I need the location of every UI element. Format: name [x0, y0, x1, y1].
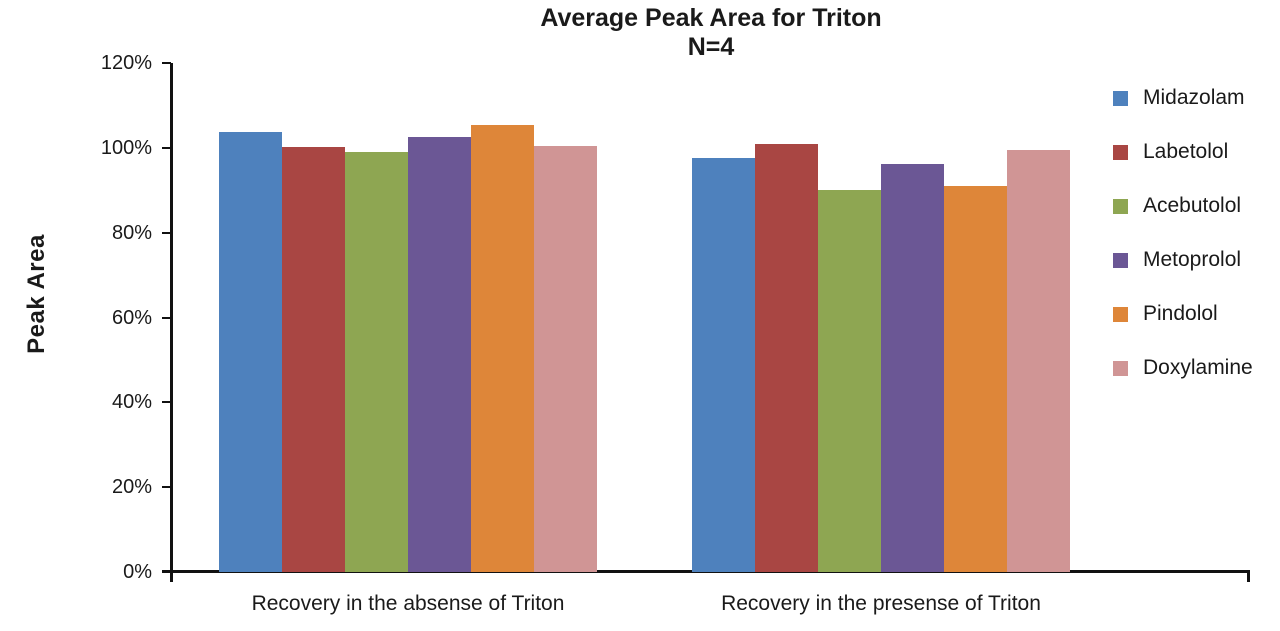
y-tick-mark [162, 231, 171, 234]
y-tick-label: 60% [111, 306, 152, 329]
legend-swatch-icon [1113, 252, 1128, 268]
legend-item-labetolol: Labetolol [1113, 140, 1228, 164]
bar-labetolol-group2 [755, 144, 818, 572]
legend-label: Labetolol [1143, 140, 1229, 163]
bar-labetolol-group1 [282, 146, 345, 572]
bar-acebutolol-group2 [818, 189, 881, 572]
x-axis-end-tick [1247, 570, 1250, 582]
bar-midazolam-group2 [692, 158, 755, 572]
legend-item-doxylamine: Doxylamine [1113, 356, 1253, 380]
y-tick-label: 40% [111, 391, 152, 414]
legend-swatch-icon [1113, 90, 1128, 106]
bar-doxylamine-group2 [1007, 149, 1070, 572]
chart-title: Average Peak Area for Triton N=4 [172, 4, 1250, 62]
legend-swatch-icon [1113, 144, 1128, 160]
y-tick-mark [162, 62, 171, 64]
y-tick-label: 80% [111, 221, 152, 244]
legend-swatch-icon [1113, 360, 1128, 376]
x-category-label: Recovery in the presense of Triton [721, 592, 1041, 615]
y-axis-line [170, 63, 173, 582]
y-tick-mark [162, 316, 171, 319]
legend-swatch-icon [1113, 198, 1128, 214]
legend-label: Acebutolol [1143, 194, 1242, 217]
chart-title-line1: Average Peak Area for Triton [540, 4, 882, 32]
legend-swatch-icon [1113, 306, 1128, 322]
bar-metoprolol-group2 [881, 164, 944, 572]
y-tick-mark [162, 401, 171, 404]
legend-label: Metoprolol [1143, 248, 1242, 271]
legend-item-midazolam: Midazolam [1113, 86, 1245, 110]
chart-title-line2: N=4 [687, 33, 735, 61]
bar-doxylamine-group1 [534, 146, 597, 572]
bar-pindolol-group1 [471, 124, 534, 572]
x-category-label: Recovery in the absense of Triton [251, 592, 565, 615]
legend-item-pindolol: Pindolol [1113, 302, 1218, 326]
bar-metoprolol-group1 [408, 137, 471, 572]
bar-pindolol-group2 [944, 186, 1007, 572]
y-tick-label: 100% [100, 136, 152, 159]
bar-acebutolol-group1 [345, 152, 408, 572]
y-tick-mark [162, 486, 171, 489]
y-tick-label: 120% [100, 52, 152, 74]
legend-label: Pindolol [1143, 302, 1218, 325]
y-tick-mark [162, 146, 171, 149]
bar-midazolam-group1 [219, 131, 282, 572]
legend-label: Doxylamine [1143, 356, 1253, 379]
y-tick-label: 0% [123, 561, 152, 583]
y-tick-label: 20% [111, 476, 152, 499]
legend-item-metoprolol: Metoprolol [1113, 248, 1241, 272]
legend-item-acebutolol: Acebutolol [1113, 194, 1241, 218]
y-tick-mark [162, 571, 171, 573]
legend-label: Midazolam [1143, 86, 1245, 109]
